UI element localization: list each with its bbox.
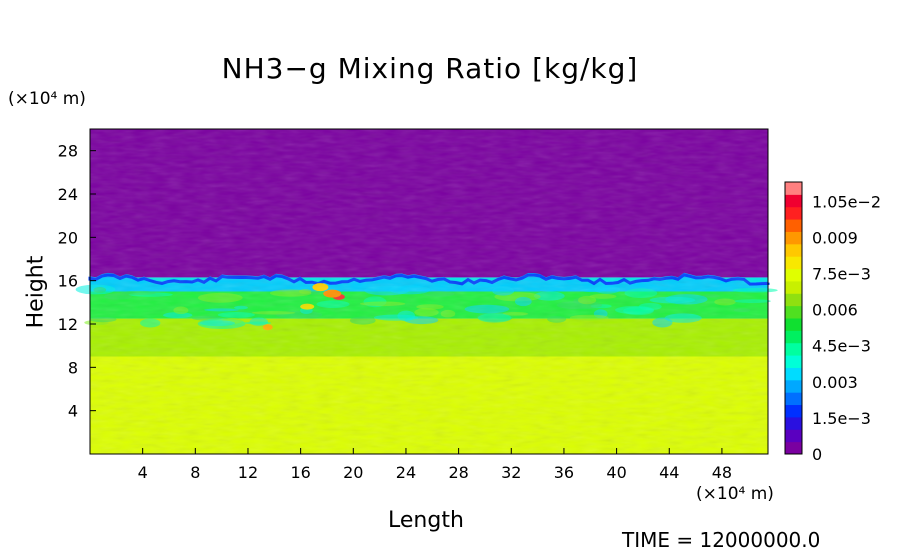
y-tick-label: 28 [58,142,78,161]
colorbar-label: 7.5e−3 [812,264,871,283]
colorbar-segment [785,429,802,443]
colorbar-segment [785,206,802,220]
x-tick-label: 16 [290,463,310,482]
y-tick-label: 4 [68,402,78,421]
colorbar-segment [785,256,802,270]
y-axis: 4 8 12 16 20 24 28 [58,142,96,421]
colorbar-label: 4.5e−3 [812,337,871,356]
colorbar-segment [785,392,802,406]
colorbar-label: 0.003 [812,373,858,392]
colorbar-segment [785,305,802,319]
colorbar-segment [785,416,802,430]
colorbar-segment [785,404,802,418]
colorbar-segment [785,194,802,208]
x-tick-label: 48 [712,463,732,482]
colorbar-segment [785,231,802,245]
colorbar-frame [784,181,803,455]
chart-title: NH3−g Mixing Ratio [kg/kg] [221,52,639,85]
x-tick-label: 36 [554,463,574,482]
colorbar-segment [785,268,802,282]
x-axis-label: Length [388,508,464,533]
x-tick-label: 4 [138,463,148,482]
plot-frame [89,128,769,455]
y-tick-label: 24 [58,185,78,204]
colorbar-segment [785,182,802,195]
colorbar-segment [785,219,802,232]
colorbar-segment [785,293,802,307]
plot-detail [75,129,778,454]
x-tick-label: 32 [501,463,521,482]
x-tick-label: 8 [190,463,200,482]
y-tick-label: 20 [58,228,78,247]
x-tick-label: 28 [448,463,468,482]
colorbar-label: 1.5e−3 [812,409,871,428]
y-tick-label: 8 [68,358,78,377]
x-tick-label: 44 [659,463,679,482]
texture-overlay [90,129,768,454]
colorbar-segment [785,280,802,294]
colorbar-segment [785,243,802,257]
colorbar-segment [785,367,802,381]
colorbar-segment [785,379,802,393]
colorbar: 0 1.5e−3 0.003 4.5e−3 0.006 7.5e−3 0.009 1.05e−… [784,181,881,464]
colorbar-label: 0 [812,445,822,464]
x-axis-unit: (×10⁴ m) [696,484,774,504]
y-tick-label: 16 [58,272,78,291]
y-tick-label: 12 [58,315,78,334]
colorbar-segment [785,342,802,356]
y-axis-unit: (×10⁴ m) [8,89,86,109]
colorbar-label: 1.05e−2 [812,192,881,211]
x-tick-label: 40 [606,463,626,482]
colorbar-segment [785,318,802,331]
colorbar-label: 0.006 [812,301,858,320]
colorbar-segment [785,330,802,344]
colorbar-segment [785,355,802,368]
x-tick-label: 24 [396,463,416,482]
x-axis: 4 8 12 16 20 24 28 32 36 40 44 48 [138,448,732,482]
colorbar-segment [785,441,802,455]
x-tick-label: 12 [238,463,258,482]
colorbar-label: 0.009 [812,228,858,247]
x-tick-label: 20 [343,463,363,482]
